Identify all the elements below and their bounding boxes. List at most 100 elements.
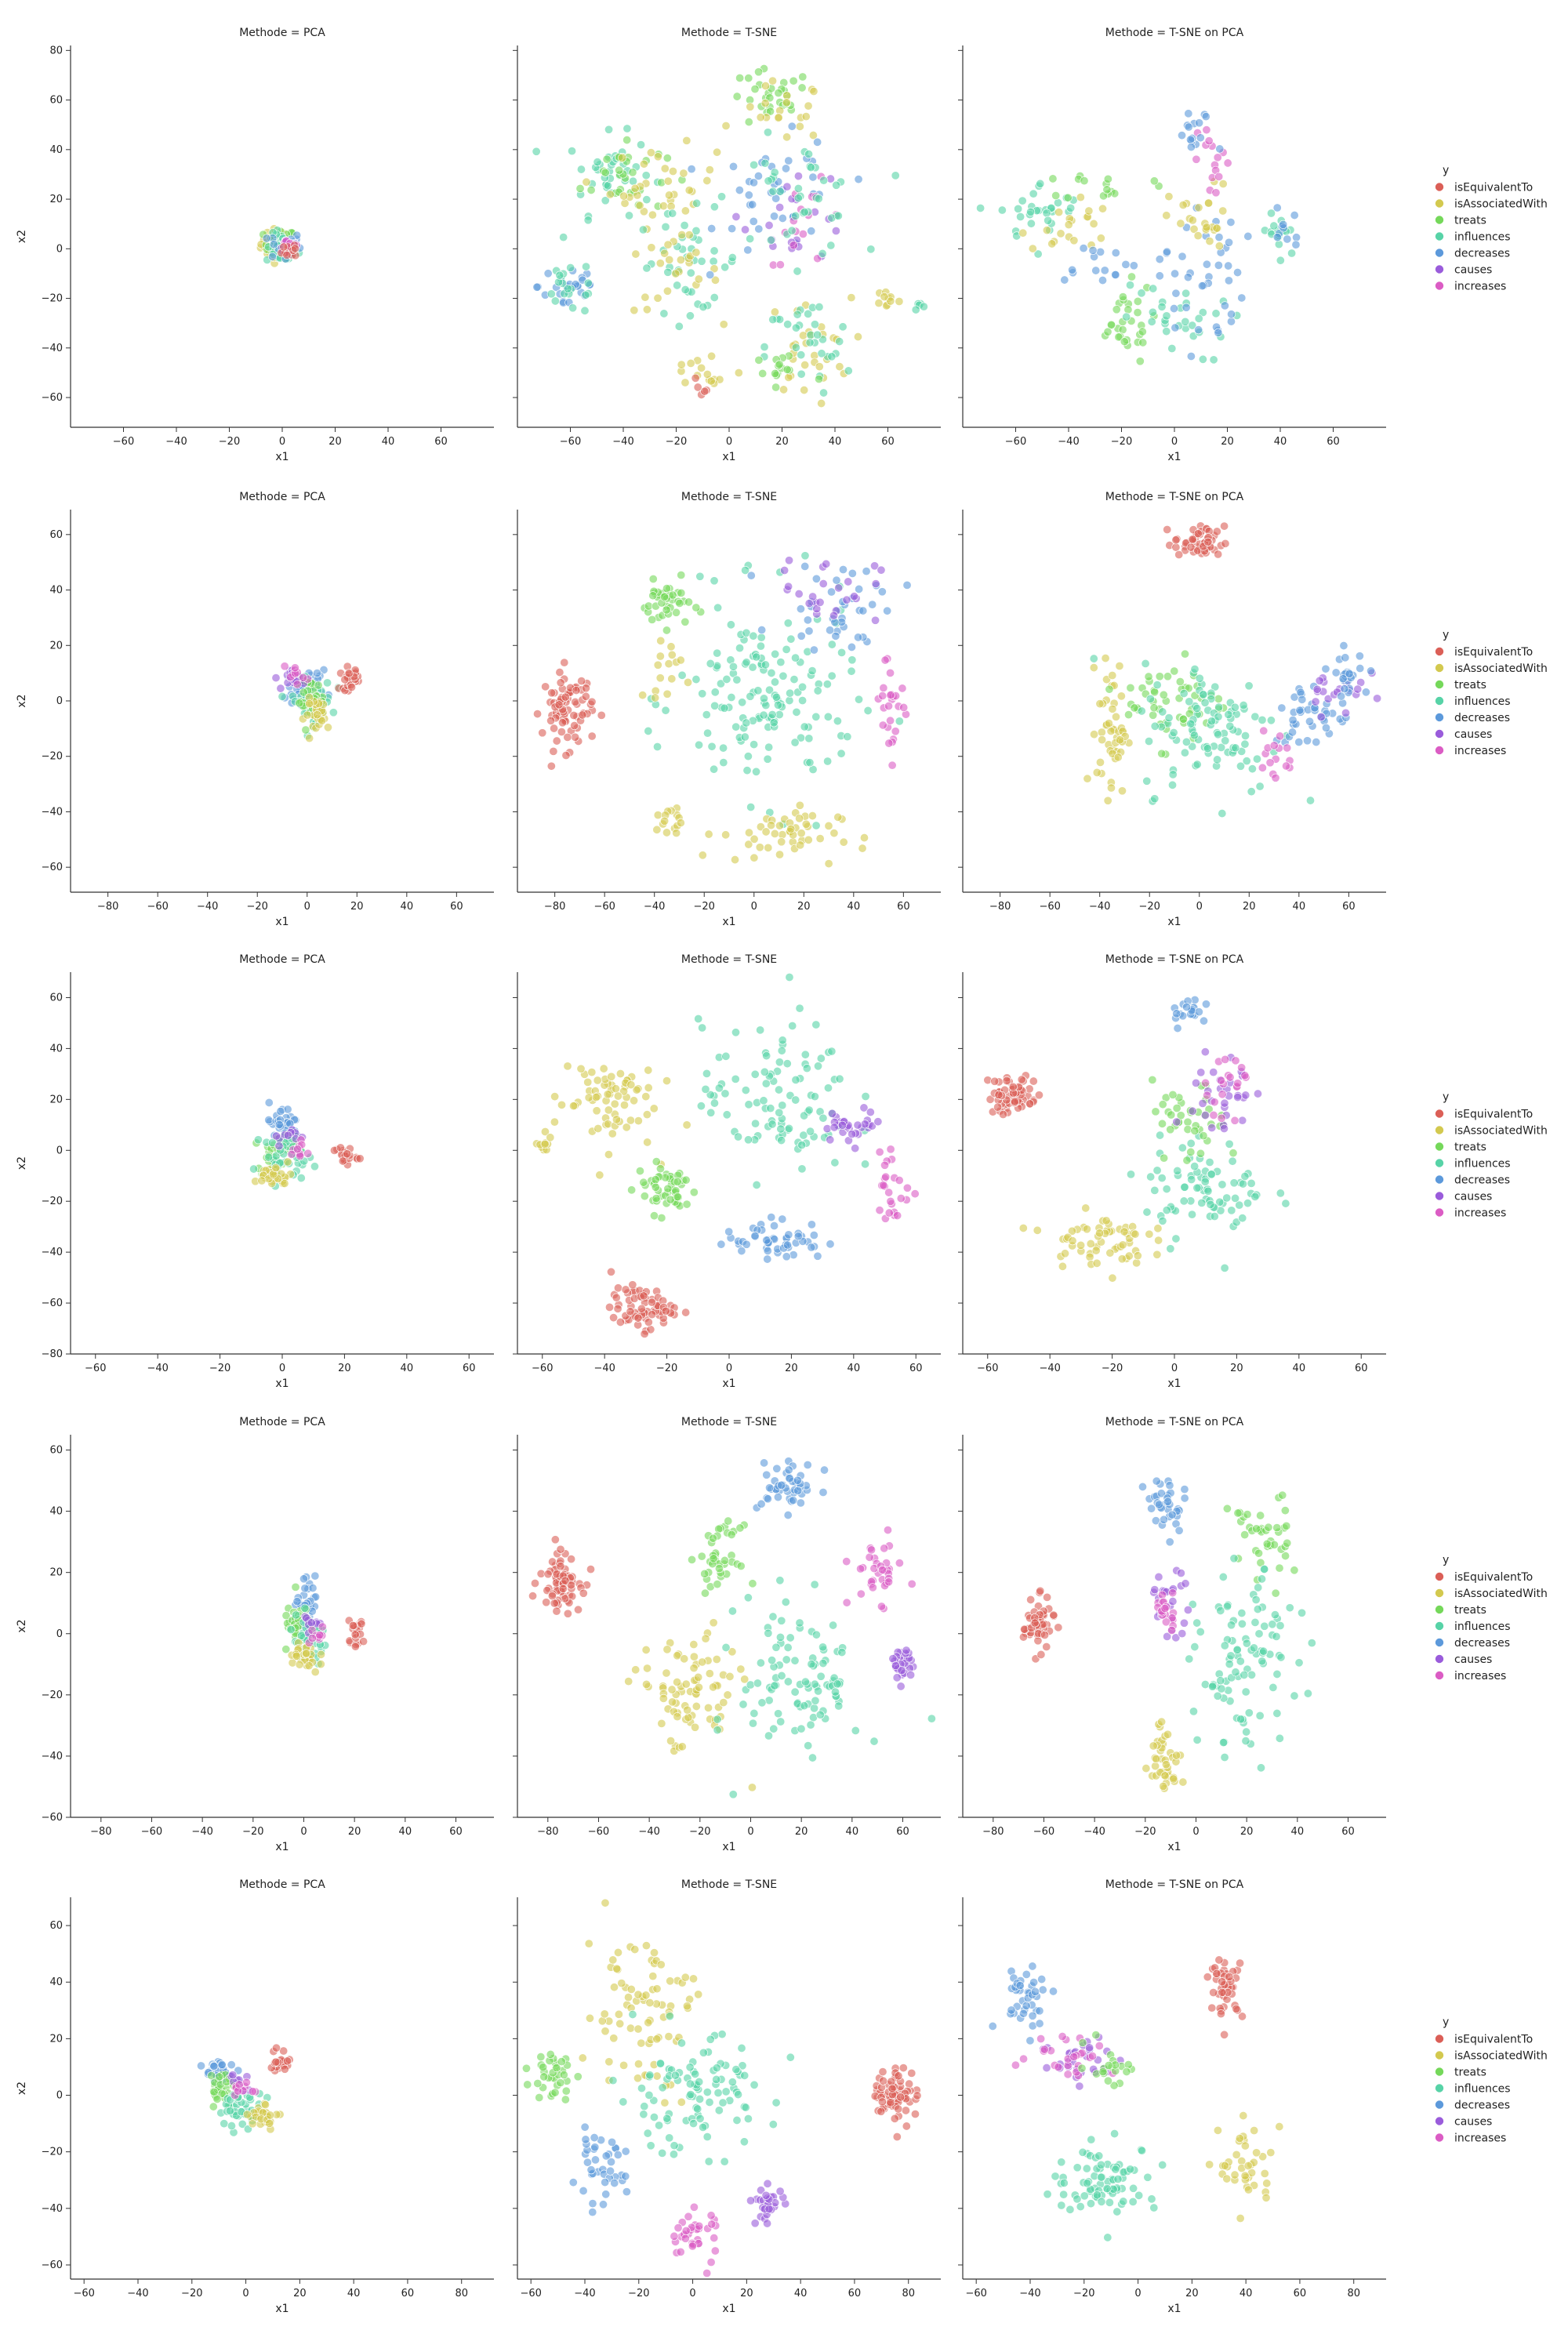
data-point-influences [823, 712, 833, 721]
data-point-influences [695, 572, 705, 581]
data-point-influences [1216, 1676, 1225, 1686]
data-point-isAssociatedWith [1106, 783, 1116, 793]
data-point-isAssociatedWith [800, 386, 809, 395]
data-point-influences [768, 710, 777, 719]
data-point-influences [816, 1671, 826, 1681]
data-point-causes [831, 226, 840, 235]
y-tick-label: 20 [49, 1094, 63, 1105]
data-point-isAssociatedWith [672, 829, 681, 838]
data-point-influences [1229, 1554, 1239, 1563]
data-point-influences [703, 728, 713, 738]
data-point-isEquivalentTo [1214, 550, 1223, 559]
data-point-isAssociatedWith [1236, 2213, 1245, 2223]
data-point-isAssociatedWith [550, 1092, 560, 1102]
data-point-decreases [1100, 266, 1109, 275]
data-point-increases [684, 2212, 693, 2221]
data-point-increases [1214, 172, 1224, 181]
data-point-decreases [1030, 1987, 1040, 1996]
data-point-treats [291, 1582, 300, 1592]
y-tick-label: −40 [42, 2203, 63, 2215]
data-point-influences [746, 691, 755, 701]
data-point-influences [768, 187, 778, 196]
data-point-influences [786, 634, 796, 644]
data-point-influences [775, 1632, 785, 1642]
data-point-influences [1200, 1177, 1210, 1186]
data-point-influences [1166, 1244, 1175, 1254]
data-point-influences [264, 1152, 274, 1162]
data-point-influences [1203, 1186, 1213, 1196]
data-point-treats [1163, 672, 1172, 681]
data-point-treats [1127, 272, 1136, 281]
x-tick-label: −60 [965, 2288, 986, 2299]
data-point-influences [710, 701, 720, 710]
data-point-influences [1226, 1651, 1236, 1661]
data-point-isAssociatedWith [683, 1705, 692, 1715]
data-point-treats [675, 598, 684, 608]
data-point-isEquivalentTo [574, 1605, 583, 1614]
data-point-isAssociatedWith [1161, 1760, 1171, 1769]
data-point-decreases [760, 1458, 769, 1468]
data-point-isAssociatedWith [853, 332, 862, 342]
data-point-influences [716, 679, 725, 688]
y-tick-label: −20 [42, 1196, 63, 1207]
data-point-isAssociatedWith [626, 1080, 636, 1090]
data-point-decreases [1294, 738, 1304, 747]
data-point-isAssociatedWith [1082, 1225, 1091, 1234]
data-point-decreases [588, 2208, 597, 2217]
data-point-isAssociatedWith [689, 1974, 699, 1984]
x-tick-label: 60 [450, 901, 463, 913]
data-point-influences [1219, 1738, 1229, 1748]
data-point-influences [1016, 212, 1025, 221]
y-tick-label: 40 [49, 585, 63, 597]
data-point-isAssociatedWith [666, 201, 676, 211]
data-point-influences [1272, 1669, 1282, 1679]
data-point-influences [1240, 1670, 1249, 1679]
x-tick-label: 40 [382, 436, 395, 448]
data-point-influences [832, 180, 841, 190]
data-point-influences [818, 1659, 828, 1668]
data-point-decreases [1220, 301, 1229, 310]
data-point-isAssociatedWith [1232, 2150, 1241, 2159]
data-point-treats [657, 1213, 666, 1222]
data-point-influences [1126, 281, 1135, 290]
x-tick-label: 60 [434, 436, 448, 448]
data-point-isAssociatedWith [746, 102, 755, 111]
data-point-decreases [803, 615, 812, 625]
data-point-influences [746, 234, 755, 244]
data-point-causes [866, 1108, 875, 1117]
data-point-increases [865, 1552, 874, 1562]
data-point-treats [648, 574, 658, 583]
data-point-influences [721, 1642, 731, 1652]
data-point-decreases [1367, 666, 1376, 676]
data-point-influences [1303, 1689, 1312, 1698]
data-point-isEquivalentTo [628, 1280, 637, 1290]
data-point-decreases [1214, 260, 1223, 270]
data-point-isEquivalentTo [338, 1156, 347, 1166]
data-point-treats [1102, 185, 1112, 194]
data-point-treats [1157, 749, 1167, 758]
data-point-isAssociatedWith [630, 183, 640, 193]
data-point-isEquivalentTo [901, 2106, 910, 2115]
data-point-isAssociatedWith [719, 320, 728, 329]
data-point-increases [1209, 1110, 1218, 1120]
data-point-influences [644, 2090, 654, 2100]
data-point-causes [826, 1135, 835, 1145]
x-tick-label: 20 [350, 901, 364, 913]
data-point-isAssociatedWith [1033, 1225, 1042, 1235]
data-point-influences [773, 700, 782, 710]
data-point-isAssociatedWith [1089, 663, 1098, 673]
data-point-increases [883, 1526, 892, 1535]
y-tick-label: −80 [42, 1348, 63, 1360]
data-point-influences [1218, 1572, 1228, 1581]
data-point-decreases [1292, 233, 1301, 242]
data-point-increases [1019, 2054, 1029, 2063]
data-point-decreases [1025, 2036, 1035, 2045]
data-point-influences [1180, 748, 1189, 757]
data-point-decreases [847, 642, 856, 652]
data-point-influences [757, 633, 766, 642]
data-point-influences [1253, 1605, 1262, 1614]
data-point-causes [1181, 1579, 1190, 1588]
data-point-isAssociatedWith [756, 113, 765, 122]
data-point-decreases [862, 567, 871, 576]
